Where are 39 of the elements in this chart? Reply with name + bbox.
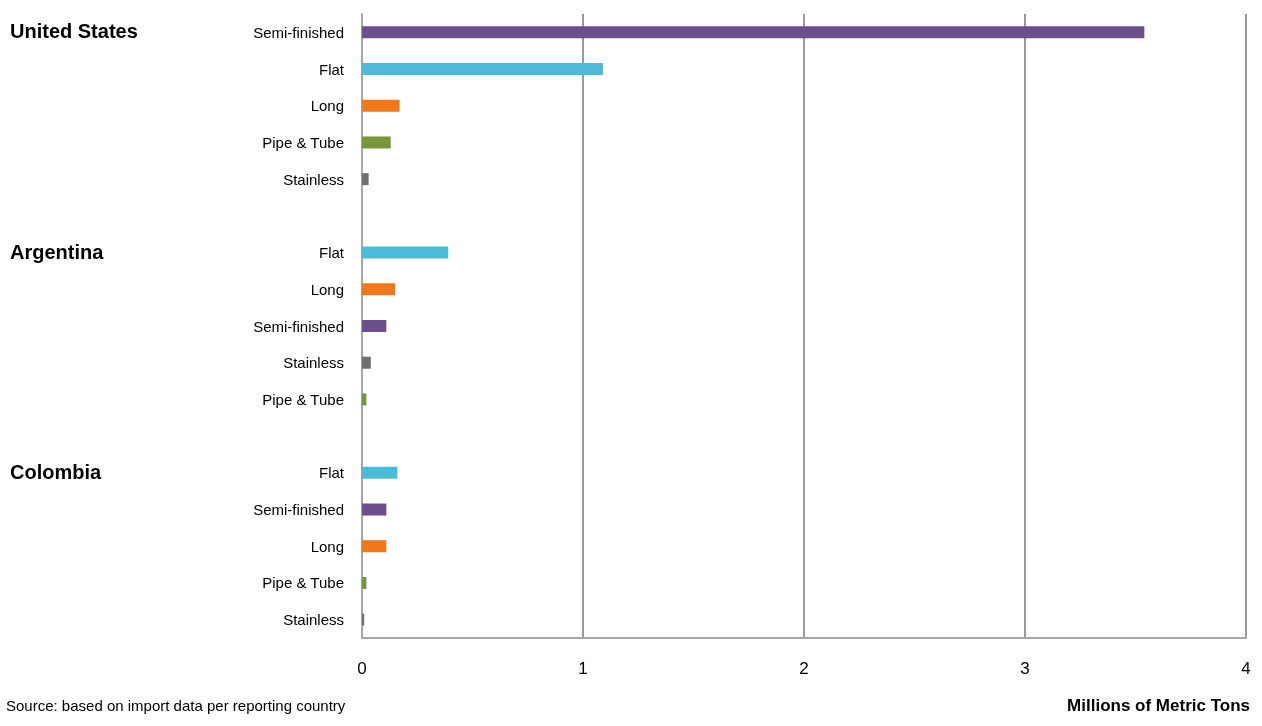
bar bbox=[362, 576, 367, 589]
bar bbox=[362, 99, 400, 112]
bar bbox=[362, 393, 367, 406]
x-tick-label: 2 bbox=[799, 659, 809, 678]
bar bbox=[362, 356, 371, 369]
text: United States bbox=[10, 20, 138, 43]
x-tick-label: 3 bbox=[1020, 659, 1030, 678]
y-tick-label: Stainless bbox=[283, 611, 344, 629]
source-note: Source: based on import data per reporting country bbox=[6, 697, 346, 714]
y-tick-label: Long bbox=[310, 537, 344, 555]
y-tick-label: Flat bbox=[318, 244, 345, 262]
y-tick-label: Stainless bbox=[283, 354, 344, 372]
y-tick-label: Stainless bbox=[283, 170, 344, 188]
text: Argentina bbox=[10, 240, 105, 263]
y-tick-label: Semi-finished bbox=[253, 501, 344, 519]
bar bbox=[362, 26, 1145, 39]
bar bbox=[362, 283, 396, 296]
x-tick-label: 1 bbox=[578, 659, 588, 678]
y-tick-label: Pipe & Tube bbox=[262, 574, 344, 592]
bar bbox=[362, 246, 449, 259]
x-axis-title: Millions of Metric Tons bbox=[1067, 696, 1251, 715]
bar bbox=[362, 320, 387, 332]
y-tick-label: Pipe & Tube bbox=[262, 390, 344, 408]
bar bbox=[362, 503, 387, 516]
bar bbox=[362, 136, 391, 149]
y-tick-label: Long bbox=[310, 97, 344, 115]
y-tick-label: Flat bbox=[318, 60, 345, 78]
y-tick-label: Flat bbox=[318, 464, 345, 482]
y-tick-label: Semi-finished bbox=[253, 317, 344, 335]
y-tick-label: Pipe & Tube bbox=[262, 133, 344, 151]
bar bbox=[362, 466, 398, 479]
text: Colombia bbox=[10, 460, 102, 483]
bar bbox=[362, 173, 369, 186]
y-tick-label: Long bbox=[310, 280, 344, 298]
y-tick-label: Semi-finished bbox=[253, 23, 344, 41]
bar bbox=[362, 540, 387, 553]
x-tick-label: 0 bbox=[357, 659, 367, 678]
bar bbox=[362, 63, 603, 76]
x-tick-label: 4 bbox=[1241, 659, 1251, 678]
